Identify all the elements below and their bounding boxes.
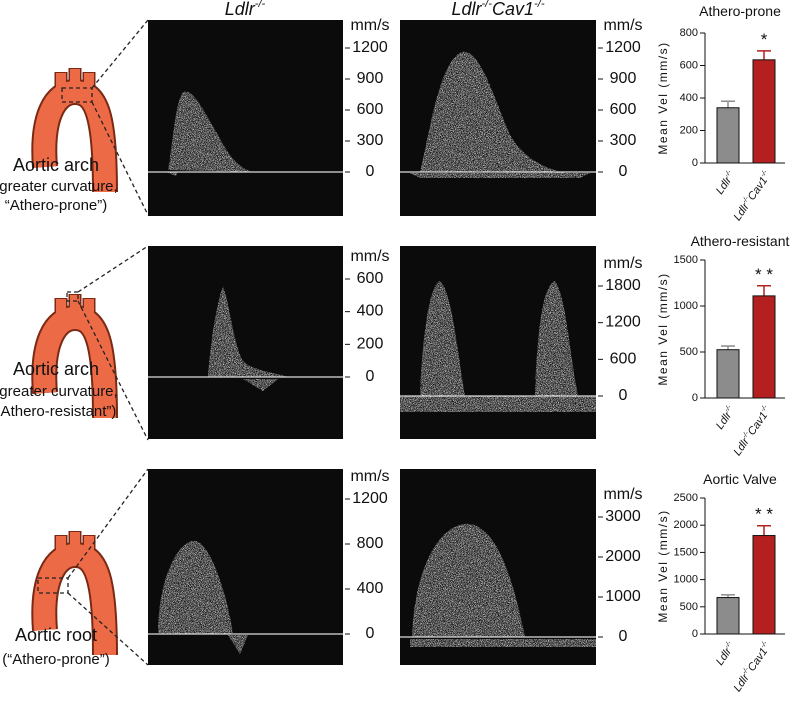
y-tick-label: 500	[680, 601, 698, 613]
doppler-tick-label: 600	[357, 270, 384, 287]
doppler-tick-label: 1000	[605, 588, 641, 605]
y-tick-label: 600	[680, 59, 698, 71]
doppler-panel	[148, 469, 343, 665]
doppler-tick-label: 0	[366, 625, 375, 642]
doppler-unit: mm/s	[603, 486, 642, 503]
significance: *	[761, 30, 768, 49]
y-axis-label: Mean Vel (mm/s)	[656, 509, 670, 622]
doppler-tick-label: 600	[610, 101, 637, 118]
doppler-tick-label: 400	[357, 303, 384, 320]
bar	[752, 295, 776, 399]
y-tick-label: 400	[680, 92, 698, 104]
doppler-unit: mm/s	[603, 17, 642, 34]
row-label: Aortic arch	[13, 155, 99, 175]
x-tick-label: Ldlr-/-	[713, 169, 738, 197]
y-tick-label: 0	[692, 628, 698, 640]
row-label: (greater curvature,	[0, 383, 118, 400]
doppler-tick-label: 0	[619, 163, 628, 180]
doppler-unit: mm/s	[350, 248, 389, 265]
bar	[752, 535, 776, 635]
doppler-signal	[400, 396, 596, 412]
doppler-signal	[208, 286, 288, 377]
doppler-signal	[166, 172, 178, 176]
column-header: Ldlr-/-	[225, 0, 266, 19]
doppler-tick-label: 0	[619, 628, 628, 645]
doppler-signal	[243, 379, 278, 391]
row-label: (greater curvature,	[0, 178, 118, 195]
y-tick-label: 0	[692, 157, 698, 169]
y-axis-label: Mean Vel (mm/s)	[656, 272, 670, 385]
row-label: Aortic root	[15, 625, 97, 645]
doppler-tick-label: 1200	[352, 490, 388, 507]
y-tick-label: 1500	[674, 254, 698, 266]
y-tick-label: 1000	[674, 300, 698, 312]
doppler-tick-label: 3000	[605, 508, 641, 525]
x-tick-label: Ldlr-/-Cav1-/-	[731, 404, 774, 458]
doppler-tick-label: 2000	[605, 548, 641, 565]
doppler-unit: mm/s	[603, 255, 642, 272]
doppler-tick-label: 800	[357, 535, 384, 552]
row-label: “Athero-resistant”)	[0, 403, 116, 420]
doppler-tick-label: 0	[366, 368, 375, 385]
y-tick-label: 800	[680, 27, 698, 39]
doppler-signal	[410, 639, 596, 647]
doppler-tick-label: 400	[357, 580, 384, 597]
chart-title: Athero-resistant	[691, 233, 790, 249]
doppler-tick-label: 1200	[605, 314, 641, 331]
doppler-tick-label: 600	[357, 101, 384, 118]
y-tick-label: 200	[680, 124, 698, 136]
doppler-tick-label: 1800	[605, 277, 641, 294]
y-tick-label: 0	[692, 392, 698, 404]
doppler-signal	[158, 540, 233, 634]
dashed-guides	[37, 19, 149, 666]
doppler-signal	[228, 635, 248, 654]
doppler-tick-label: 0	[366, 163, 375, 180]
doppler-unit: mm/s	[350, 468, 389, 485]
doppler-tick-label: 0	[619, 387, 628, 404]
doppler-panel	[400, 246, 596, 439]
doppler-tick-label: 600	[610, 351, 637, 368]
doppler-panel	[400, 469, 596, 665]
bar	[716, 349, 740, 399]
x-tick-label: Ldlr-/-Cav1-/-	[731, 169, 774, 223]
y-tick-label: 2500	[674, 492, 698, 504]
row-label: Aortic arch	[13, 359, 99, 379]
bar	[752, 59, 776, 164]
doppler-unit: mm/s	[350, 17, 389, 34]
doppler-tick-label: 900	[357, 70, 384, 87]
doppler-background	[148, 246, 343, 439]
significance: * *	[755, 265, 773, 284]
chart-title: Aortic Valve	[703, 471, 777, 487]
doppler-signal	[412, 523, 525, 637]
y-axis-label: Mean Vel (mm/s)	[656, 41, 670, 154]
doppler-tick-label: 300	[610, 132, 637, 149]
doppler-signal	[410, 173, 590, 178]
x-tick-label: Ldlr-/-	[713, 404, 738, 432]
column-header: Ldlr-/-Cav1-/-	[451, 0, 544, 19]
doppler-signal	[168, 91, 253, 172]
doppler-signal	[420, 281, 578, 396]
doppler-panel	[400, 20, 596, 216]
doppler-panel	[148, 246, 343, 439]
bar	[716, 107, 740, 164]
significance: * *	[755, 505, 773, 524]
row-label: (“Athero-prone”)	[2, 651, 110, 668]
doppler-tick-label: 1200	[605, 39, 641, 56]
row-label: “Athero-prone”)	[5, 197, 108, 214]
y-tick-label: 1000	[674, 574, 698, 586]
doppler-tick-label: 300	[357, 132, 384, 149]
doppler-tick-label: 900	[610, 70, 637, 87]
bar	[716, 597, 740, 635]
y-tick-label: 2000	[674, 519, 698, 531]
chart-title: Athero-prone	[699, 3, 781, 19]
x-tick-label: Ldlr-/-	[713, 640, 738, 668]
y-tick-label: 1500	[674, 546, 698, 558]
x-tick-label: Ldlr-/-Cav1-/-	[731, 640, 774, 694]
doppler-tick-label: 200	[357, 336, 384, 353]
y-tick-label: 500	[680, 346, 698, 358]
doppler-panel	[148, 20, 343, 216]
doppler-signal	[420, 51, 565, 173]
doppler-tick-label: 1200	[352, 39, 388, 56]
